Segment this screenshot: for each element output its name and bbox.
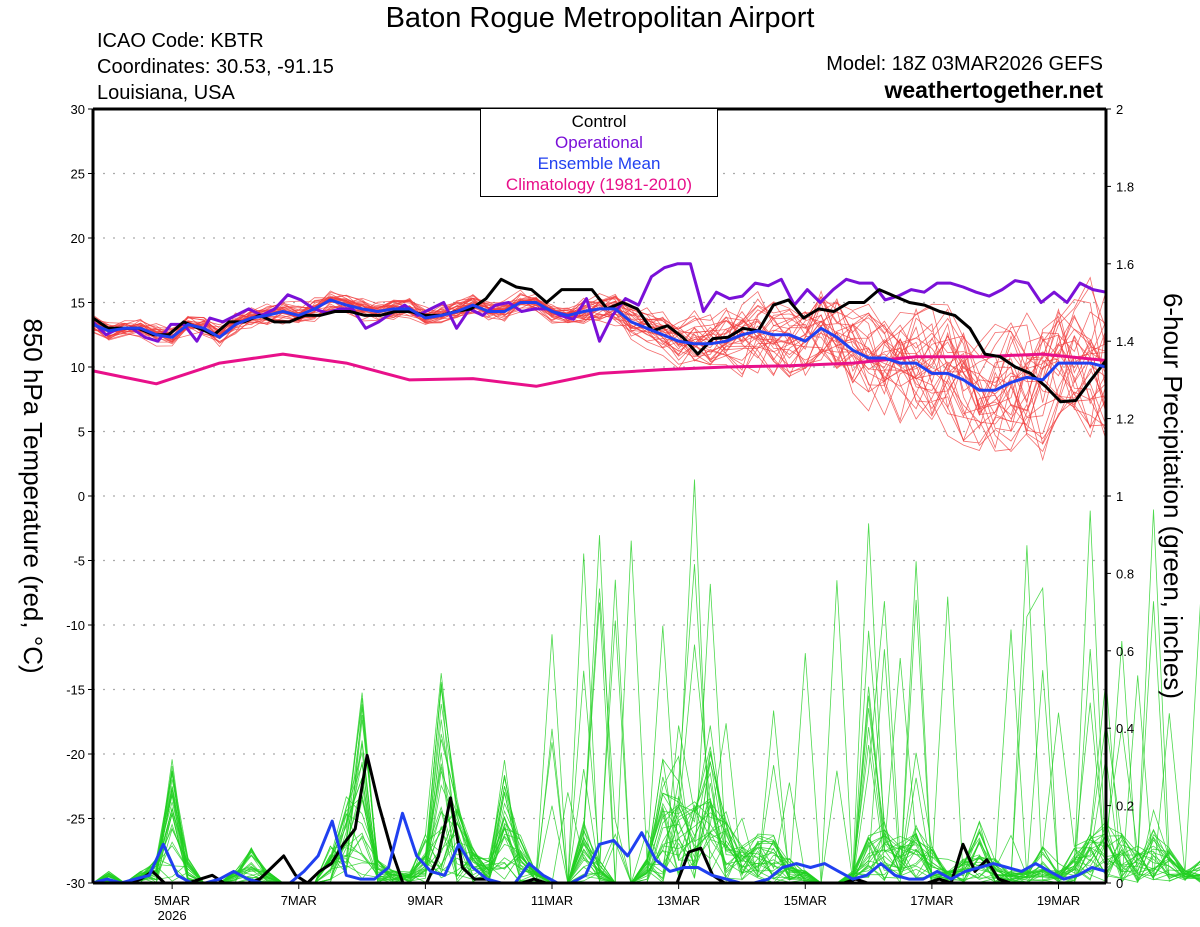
icao-code: ICAO Code: KBTR	[97, 30, 264, 52]
y-right-tick-label: 0.2	[1116, 799, 1134, 814]
y-right-tick-label: 0.8	[1116, 566, 1134, 581]
y-axis-left-label: 850 hPa Temperature (red, °C)	[18, 318, 48, 673]
site-link[interactable]: weathertogether.net	[884, 77, 1103, 103]
chart-title: Baton Rogue Metropolitan Airport	[385, 2, 815, 34]
climatology-line	[92, 352, 1107, 388]
y-right-tick-label: 0.4	[1116, 721, 1134, 736]
y-left-tick-label: 5	[78, 425, 85, 440]
legend-operational: Operational	[555, 133, 643, 152]
precip-member-line	[92, 479, 1200, 884]
y-left-tick-label: 0	[78, 489, 85, 504]
y-left-tick-label: 10	[71, 360, 85, 375]
y-right-tick-label: 0.6	[1116, 644, 1134, 659]
y-left-tick-label: 30	[71, 102, 85, 117]
legend-control: Control	[571, 112, 627, 131]
y-left-tick-label: 25	[71, 167, 85, 182]
y-right-tick-label: 1.6	[1116, 257, 1134, 272]
coordinates: Coordinates: 30.53, -91.15	[97, 56, 334, 78]
precip-member-line	[92, 523, 1200, 884]
y-right-tick-label: 1	[1116, 489, 1123, 504]
y-right-tick-label: 0	[1116, 876, 1123, 891]
model-run: Model: 18Z 03MAR2026 GEFS	[826, 53, 1103, 75]
temperature-members	[92, 276, 1107, 462]
y-left-tick-label: -25	[66, 812, 85, 827]
y-left-tick-label: -20	[66, 747, 85, 762]
region: Louisiana, USA	[97, 82, 235, 104]
precip-member-line	[92, 564, 1200, 884]
x-tick-label: 7MAR	[281, 893, 317, 908]
precip-member-line	[92, 583, 1200, 884]
y-left-tick-label: 15	[71, 296, 85, 311]
x-tick-sublabel: 2026	[158, 908, 187, 923]
x-tick-label: 19MAR	[1037, 893, 1080, 908]
precip-member-line	[92, 580, 1200, 884]
x-tick-label: 11MAR	[531, 893, 573, 908]
y-left-tick-label: 20	[71, 231, 85, 246]
x-tick-label: 9MAR	[407, 893, 443, 908]
y-left-tick-label: -30	[66, 876, 85, 891]
y-right-tick-label: 2	[1116, 102, 1123, 117]
precip-member-line	[92, 561, 1200, 884]
ensemble-mean-temp-line	[92, 298, 1107, 392]
legend-climatology: Climatology (1981-2010)	[505, 175, 693, 194]
y-right-tick-label: 1.4	[1116, 334, 1134, 349]
legend-ensemble-mean: Ensemble Mean	[537, 154, 661, 173]
x-tick-label: 13MAR	[657, 893, 700, 908]
y-left-tick-label: -15	[66, 683, 85, 698]
y-right-tick-label: 1.2	[1116, 412, 1134, 427]
temperature-member-line	[92, 292, 1107, 444]
y-right-tick-label: 1.8	[1116, 179, 1134, 194]
x-tick-label: 5MAR	[154, 893, 190, 908]
temperature-member-line	[92, 285, 1107, 452]
x-tick-label: 17MAR	[910, 893, 953, 908]
y-axis-right-label: 6-hour Precipitation (green, inches)	[1158, 293, 1188, 699]
y-left-tick-label: -5	[73, 554, 85, 569]
main-series	[91, 262, 1108, 885]
x-tick-label: 15MAR	[784, 893, 827, 908]
precip-member-line	[92, 553, 1200, 884]
tick-labels: 302520151050-5-10-15-20-25-3021.81.61.41…	[66, 102, 1134, 923]
legend: Control Operational Ensemble Mean Climat…	[480, 109, 718, 197]
precip-member-line	[92, 601, 1200, 884]
y-left-tick-label: -10	[66, 618, 85, 633]
temperature-member-line	[92, 297, 1107, 447]
gridlines	[93, 172, 1106, 820]
precipitation-members	[92, 479, 1200, 885]
